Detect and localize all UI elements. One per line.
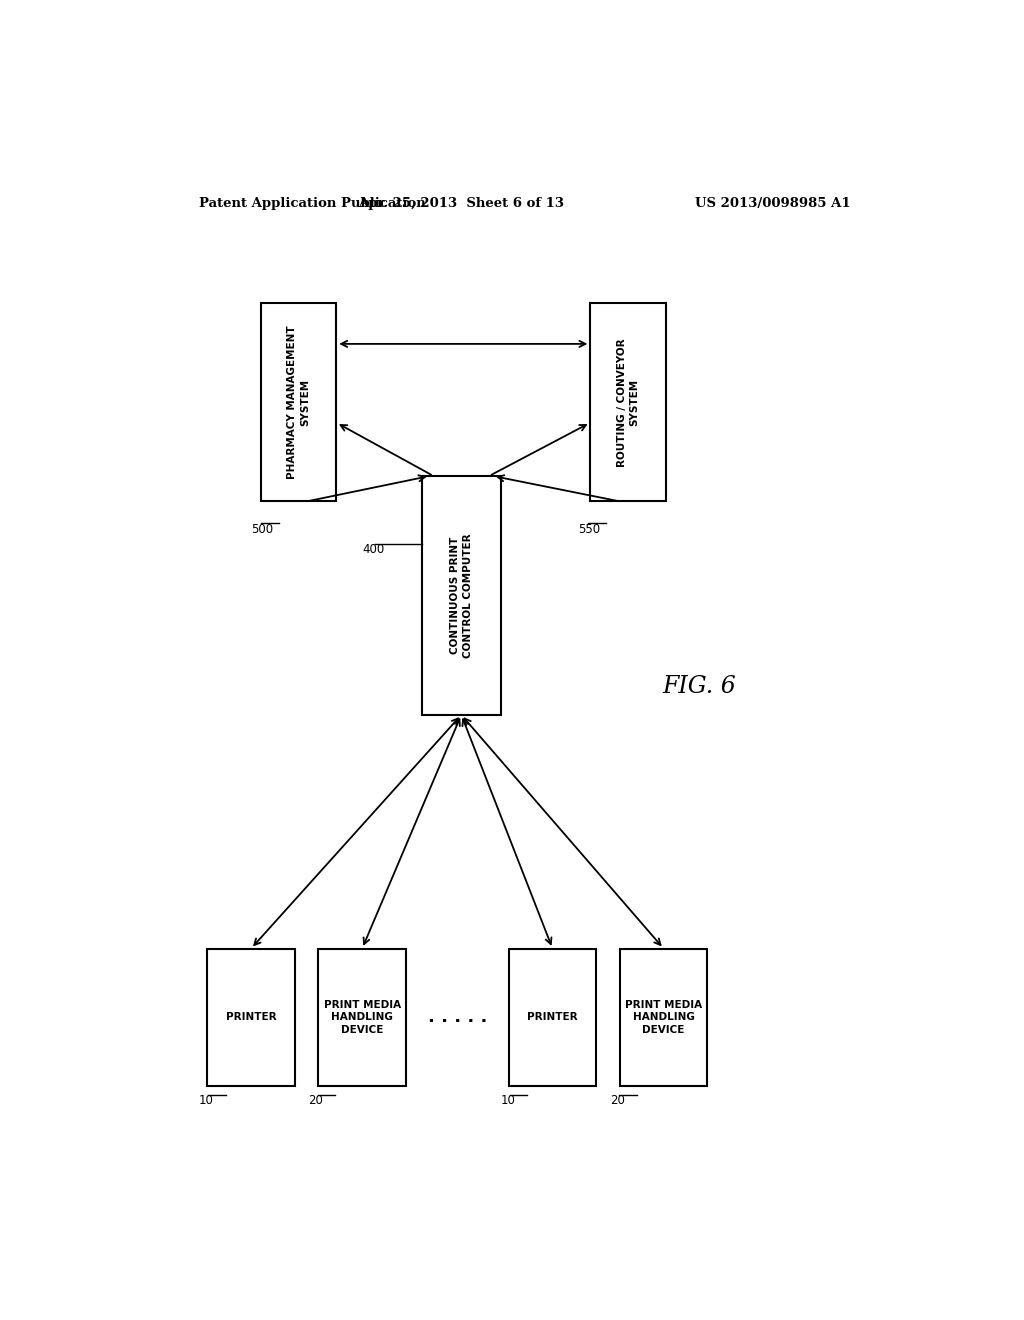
- Text: PRINTER: PRINTER: [527, 1012, 578, 1022]
- Bar: [207, 949, 295, 1086]
- Text: 20: 20: [609, 1094, 625, 1107]
- Bar: [422, 477, 501, 715]
- Text: PRINT MEDIA
HANDLING
DEVICE: PRINT MEDIA HANDLING DEVICE: [324, 999, 400, 1035]
- Bar: [509, 949, 596, 1086]
- Text: US 2013/0098985 A1: US 2013/0098985 A1: [694, 197, 850, 210]
- Text: PRINTER: PRINTER: [225, 1012, 276, 1022]
- Text: Apr. 25, 2013  Sheet 6 of 13: Apr. 25, 2013 Sheet 6 of 13: [358, 197, 564, 210]
- Text: PRINT MEDIA
HANDLING
DEVICE: PRINT MEDIA HANDLING DEVICE: [625, 999, 702, 1035]
- Text: ROUTING / CONVEYOR
SYSTEM: ROUTING / CONVEYOR SYSTEM: [616, 338, 639, 467]
- Text: . . . . .: . . . . .: [428, 1008, 487, 1026]
- Text: 20: 20: [308, 1094, 323, 1107]
- Text: 10: 10: [199, 1094, 214, 1107]
- Bar: [590, 304, 666, 502]
- Text: 550: 550: [578, 523, 600, 536]
- Text: FIG. 6: FIG. 6: [663, 676, 736, 698]
- Bar: [620, 949, 708, 1086]
- Text: 400: 400: [362, 544, 384, 556]
- Text: Patent Application Publication: Patent Application Publication: [200, 197, 426, 210]
- Text: 10: 10: [500, 1094, 515, 1107]
- Bar: [318, 949, 406, 1086]
- Text: CONTINUOUS PRINT
CONTROL COMPUTER: CONTINUOUS PRINT CONTROL COMPUTER: [451, 533, 472, 657]
- Text: 500: 500: [251, 523, 273, 536]
- Text: PHARMACY MANAGEMENT
SYSTEM: PHARMACY MANAGEMENT SYSTEM: [288, 326, 310, 479]
- Bar: [261, 304, 336, 502]
